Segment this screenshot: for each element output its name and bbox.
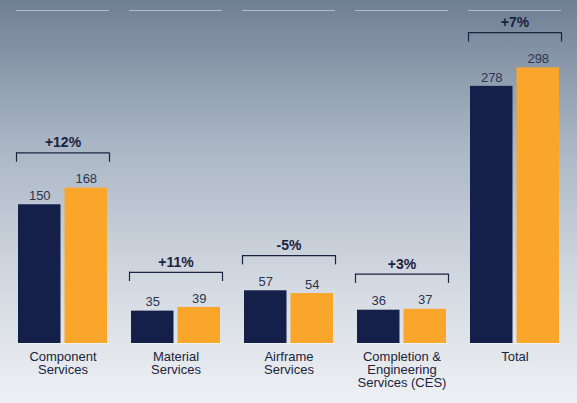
svg-text:+7%: +7%: [501, 14, 530, 30]
svg-text:57: 57: [259, 274, 273, 289]
svg-text:36: 36: [372, 293, 386, 308]
svg-text:+12%: +12%: [45, 134, 82, 150]
svg-text:-5%: -5%: [277, 237, 302, 253]
svg-text:150: 150: [29, 188, 51, 203]
svg-text:ComponentServices: ComponentServices: [29, 349, 97, 377]
svg-text:298: 298: [527, 51, 549, 66]
svg-text:Completion &EngineeringService: Completion &EngineeringServices (CES): [358, 349, 447, 390]
svg-text:278: 278: [481, 70, 503, 85]
svg-text:+11%: +11%: [158, 254, 194, 270]
svg-text:MaterialServices: MaterialServices: [151, 349, 201, 377]
svg-text:+3%: +3%: [388, 256, 417, 272]
svg-text:37: 37: [418, 292, 432, 307]
svg-text:168: 168: [75, 171, 97, 186]
svg-text:35: 35: [146, 294, 160, 309]
svg-text:Total: Total: [501, 349, 529, 364]
svg-text:54: 54: [305, 277, 319, 292]
svg-text:39: 39: [192, 291, 206, 306]
svg-text:AirframeServices: AirframeServices: [264, 349, 314, 377]
